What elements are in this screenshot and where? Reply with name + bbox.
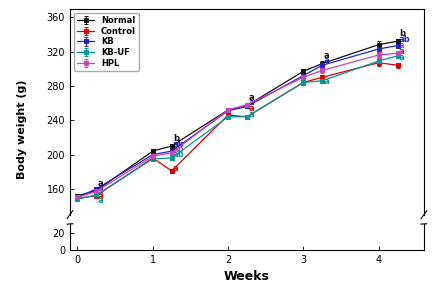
Text: a: a — [248, 104, 254, 113]
Text: a: a — [173, 164, 179, 173]
Text: ab: ab — [173, 139, 185, 149]
Text: a: a — [248, 98, 254, 107]
Text: a: a — [399, 47, 405, 56]
Text: ab: ab — [399, 35, 411, 44]
Text: a: a — [248, 110, 254, 119]
Text: a: a — [324, 51, 329, 60]
Text: a: a — [399, 41, 405, 50]
Text: a: a — [98, 192, 104, 201]
Text: ab: ab — [173, 150, 185, 159]
Text: a: a — [98, 196, 104, 205]
Text: b: b — [173, 134, 179, 144]
Text: a: a — [98, 188, 104, 197]
Text: Body weight (g): Body weight (g) — [17, 79, 28, 179]
Text: a: a — [399, 53, 405, 62]
Text: a: a — [98, 183, 104, 192]
Legend: Normal, Control, KB, KB-UF, HPL: Normal, Control, KB, KB-UF, HPL — [74, 13, 139, 71]
Text: a: a — [324, 77, 329, 86]
Text: ab: ab — [173, 145, 185, 154]
X-axis label: Weeks: Weeks — [224, 270, 270, 283]
Text: b: b — [399, 29, 405, 38]
Text: a: a — [98, 179, 104, 188]
Text: a: a — [248, 93, 254, 102]
Text: a: a — [324, 56, 329, 65]
